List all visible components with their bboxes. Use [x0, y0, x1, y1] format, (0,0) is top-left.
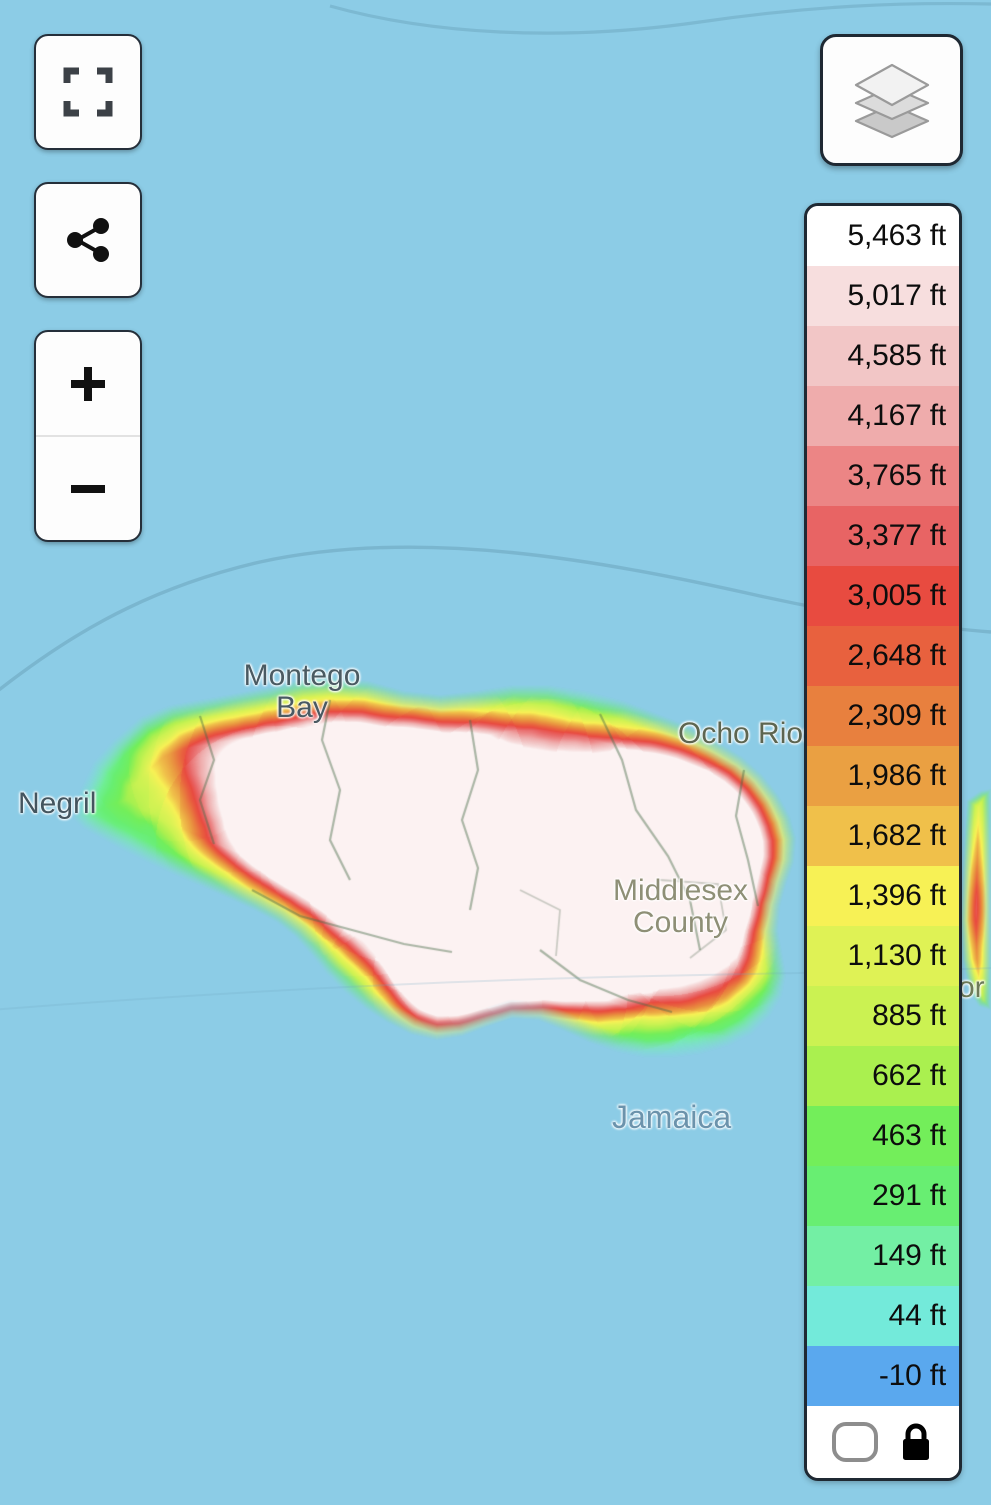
layers-icon: [854, 63, 929, 139]
legend-row[interactable]: 3,005 ft: [807, 566, 959, 626]
legend-row-label: -10 ft: [878, 1359, 946, 1392]
rounded-square-outline-icon[interactable]: [832, 1422, 878, 1462]
legend-row[interactable]: 1,986 ft: [807, 746, 959, 806]
legend-row-label: 1,130 ft: [847, 939, 947, 972]
zoom-in-button[interactable]: [36, 332, 140, 437]
share-icon: [67, 218, 109, 262]
lock-icon[interactable]: [898, 1422, 934, 1462]
legend-row[interactable]: 885 ft: [807, 986, 959, 1046]
legend-row-label: 1,682 ft: [847, 819, 947, 852]
legend-row[interactable]: -10 ft: [807, 1346, 959, 1406]
legend-row-label: 662 ft: [872, 1059, 946, 1092]
layers-button[interactable]: [820, 34, 963, 166]
legend-row-label: 1,396 ft: [847, 879, 947, 912]
legend-row-label: 291 ft: [872, 1179, 946, 1212]
legend-row[interactable]: 3,765 ft: [807, 446, 959, 506]
legend-row[interactable]: 2,648 ft: [807, 626, 959, 686]
zoom-out-button[interactable]: [36, 437, 140, 540]
legend-row[interactable]: 5,463 ft: [807, 206, 959, 266]
legend-row-label: 4,167 ft: [847, 399, 947, 432]
legend-row-label: 885 ft: [872, 999, 946, 1032]
elevation-legend[interactable]: 5,463 ft 5,017 ft 4,585 ft 4,167 ft 3,765 ft…: [804, 203, 962, 1481]
legend-row-label: 463 ft: [872, 1119, 946, 1152]
legend-row-label: 4,585 ft: [847, 339, 947, 372]
legend-row-list: 5,463 ft 5,017 ft 4,585 ft 4,167 ft 3,765 ft…: [807, 206, 959, 1406]
legend-row[interactable]: 1,682 ft: [807, 806, 959, 866]
legend-row-label: 1,986 ft: [847, 759, 947, 792]
fullscreen-button[interactable]: [34, 34, 142, 150]
legend-row[interactable]: 1,130 ft: [807, 926, 959, 986]
plus-icon: [71, 366, 105, 401]
legend-row[interactable]: 2,309 ft: [807, 686, 959, 746]
legend-row[interactable]: 291 ft: [807, 1166, 959, 1226]
legend-row[interactable]: 463 ft: [807, 1106, 959, 1166]
legend-row[interactable]: 1,396 ft: [807, 866, 959, 926]
minus-icon: [71, 484, 105, 493]
legend-row-label: 2,648 ft: [847, 639, 947, 672]
legend-row[interactable]: 4,585 ft: [807, 326, 959, 386]
legend-row-label: 44 ft: [888, 1299, 947, 1332]
fullscreen-icon: [63, 67, 113, 117]
share-button[interactable]: [34, 182, 142, 298]
legend-row[interactable]: 5,017 ft: [807, 266, 959, 326]
legend-row[interactable]: 4,167 ft: [807, 386, 959, 446]
legend-row[interactable]: 149 ft: [807, 1226, 959, 1286]
zoom-control-group: [34, 330, 142, 542]
legend-row-label: 3,377 ft: [847, 519, 947, 552]
legend-row[interactable]: 44 ft: [807, 1286, 959, 1346]
legend-row[interactable]: 662 ft: [807, 1046, 959, 1106]
legend-row-label: 3,005 ft: [847, 579, 947, 612]
legend-row[interactable]: 3,377 ft: [807, 506, 959, 566]
legend-footer: [807, 1406, 959, 1478]
legend-row-label: 5,463 ft: [847, 219, 947, 252]
legend-row-label: 3,765 ft: [847, 459, 947, 492]
legend-row-label: 5,017 ft: [847, 279, 947, 312]
legend-row-label: 149 ft: [872, 1239, 946, 1272]
legend-row-label: 2,309 ft: [847, 699, 947, 732]
